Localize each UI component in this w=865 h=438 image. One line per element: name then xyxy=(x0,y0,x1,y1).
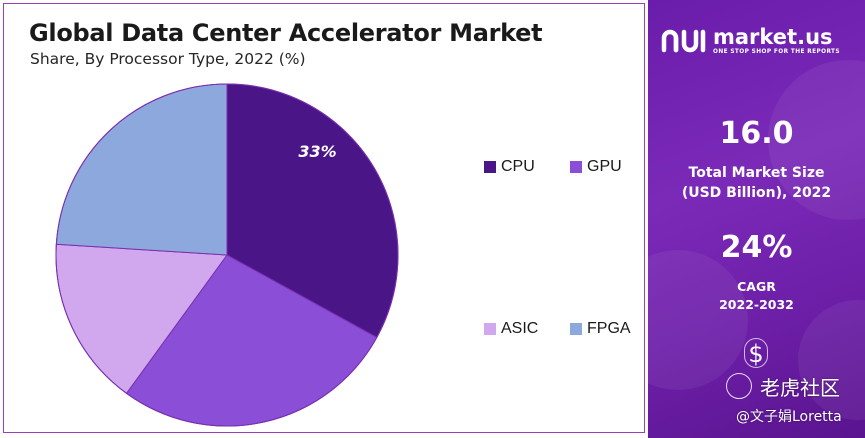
info-panel: market.us ONE STOP SHOP FOR THE REPORTS … xyxy=(648,0,865,438)
legend-item-asic: ASIC xyxy=(484,320,538,338)
chart-panel: Global Data Center Accelerator Market Sh… xyxy=(3,3,645,433)
legend-swatch-cpu xyxy=(484,161,496,173)
chart-subtitle: Share, By Processor Type, 2022 (%) xyxy=(30,50,306,68)
legend-item-cpu: CPU xyxy=(484,158,535,176)
market-size-value: 16.0 xyxy=(719,116,794,151)
watermark-sub: @文子娟Loretta xyxy=(736,409,842,425)
legend-swatch-fpga xyxy=(570,323,582,335)
data-label-cpu: 33% xyxy=(298,142,336,161)
legend-label-cpu: CPU xyxy=(501,158,535,175)
pie-slice-fpga xyxy=(55,83,228,256)
cagr-value: 24% xyxy=(720,230,793,265)
legend-swatch-asic xyxy=(484,323,496,335)
chart-title: Global Data Center Accelerator Market xyxy=(29,19,543,47)
dollar-icon: $ xyxy=(744,338,768,368)
legend-item-fpga: FPGA xyxy=(570,320,631,338)
market-us-logo-icon xyxy=(661,29,706,52)
decor-circle xyxy=(648,250,748,390)
cagr-period: 2022-2032 xyxy=(719,297,794,312)
legend-swatch-gpu xyxy=(570,161,582,173)
cagr-label: CAGR xyxy=(737,279,776,294)
brand-name: market.us xyxy=(713,25,833,49)
watermark-main: 老虎社区 xyxy=(760,376,840,400)
legend-label-fpga: FPGA xyxy=(587,320,631,337)
pie-chart: 33% xyxy=(55,83,399,427)
brand[interactable]: market.us ONE STOP SHOP FOR THE REPORTS xyxy=(661,26,840,55)
market-size-label-line2: (USD Billion), 2022 xyxy=(681,185,832,201)
legend-label-asic: ASIC xyxy=(501,320,539,337)
paw-icon xyxy=(726,373,752,399)
pie-outline xyxy=(55,83,399,427)
legend-item-gpu: GPU xyxy=(570,158,622,176)
brand-tagline: ONE STOP SHOP FOR THE REPORTS xyxy=(713,49,840,55)
market-size-label-line1: Total Market Size xyxy=(688,165,825,181)
legend-label-gpu: GPU xyxy=(587,158,622,175)
decor-circle xyxy=(798,300,865,420)
